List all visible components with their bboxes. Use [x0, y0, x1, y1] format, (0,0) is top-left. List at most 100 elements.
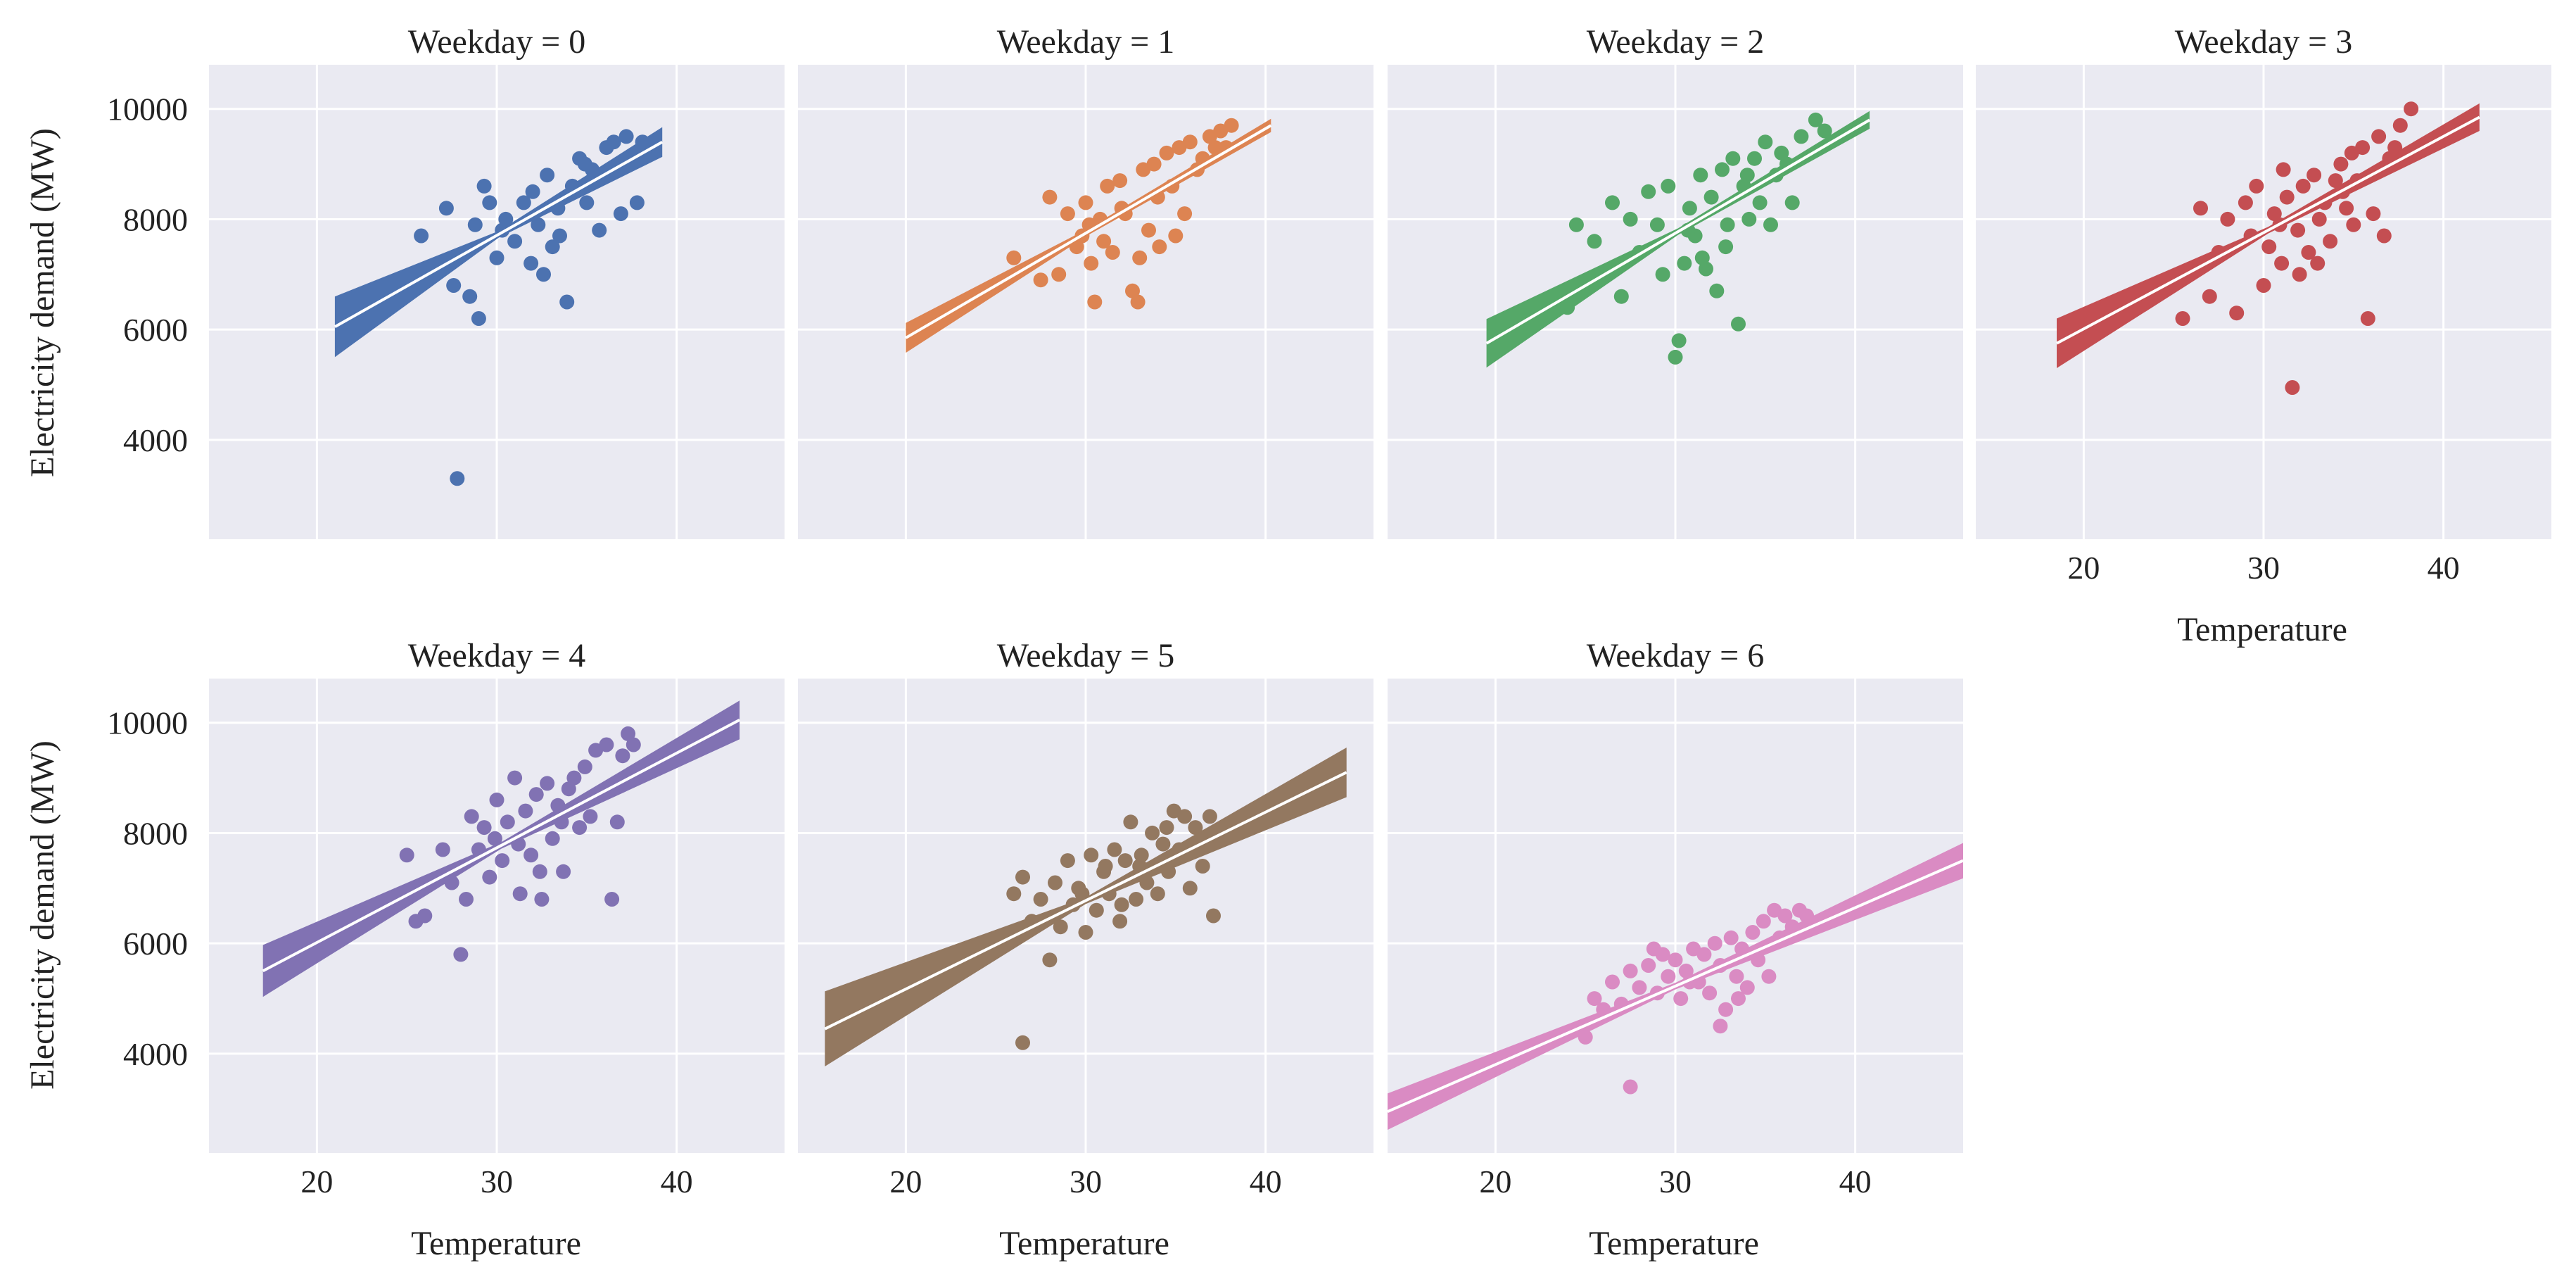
data-point — [489, 792, 505, 807]
data-point — [534, 892, 550, 907]
data-point — [2366, 206, 2381, 222]
data-point — [599, 737, 614, 752]
data-point — [583, 809, 598, 824]
data-point — [2220, 211, 2235, 227]
data-point — [1084, 848, 1099, 863]
data-point — [1560, 300, 1575, 315]
x-axis-label-panel-4: Temperature — [411, 1225, 581, 1262]
y-axis-label-row-1: Electricity demand (MW) — [24, 128, 61, 477]
y-tick-label: 6000 — [123, 312, 188, 348]
data-point — [1751, 952, 1766, 968]
data-point — [2274, 256, 2290, 271]
data-point — [536, 267, 551, 282]
data-point — [464, 809, 479, 824]
data-point — [606, 134, 621, 150]
data-point — [518, 803, 533, 819]
data-point — [1096, 234, 1112, 249]
data-point — [2333, 156, 2349, 172]
data-point — [1745, 925, 1760, 940]
data-point — [1015, 869, 1030, 885]
data-point — [552, 228, 567, 244]
y-tick-label: 4000 — [123, 1036, 188, 1072]
data-point — [1089, 902, 1104, 918]
regression-line — [824, 771, 1347, 1031]
panel-4: Weekday = 4 20 30 40 4000 6000 8000 10000 — [107, 637, 785, 1199]
data-point — [1130, 294, 1146, 310]
data-point — [1739, 980, 1755, 995]
data-point — [1703, 189, 1719, 205]
data-point — [471, 842, 486, 857]
data-point — [1673, 991, 1689, 1007]
data-point — [1596, 1002, 1611, 1017]
data-point — [2193, 201, 2208, 216]
y-tick-label: 10000 — [107, 92, 188, 127]
data-point — [1182, 134, 1198, 150]
data-point — [1808, 112, 1823, 127]
data-point — [1715, 162, 1730, 177]
y-tick-label: 8000 — [123, 815, 188, 851]
data-point — [2292, 267, 2307, 282]
data-point — [2295, 178, 2311, 194]
data-point — [2238, 195, 2253, 210]
data-point — [1139, 875, 1155, 890]
data-point — [1774, 145, 1789, 160]
data-point — [554, 814, 569, 830]
data-point — [507, 770, 523, 786]
data-point — [1693, 168, 1708, 183]
x-tick-label: 40 — [2428, 550, 2460, 586]
data-point — [1763, 217, 1778, 232]
data-point — [2261, 239, 2277, 255]
data-point — [512, 886, 528, 902]
data-point — [545, 239, 560, 255]
data-point — [1641, 958, 1656, 973]
data-point — [1177, 206, 1193, 222]
data-point — [2279, 189, 2295, 205]
data-point — [2243, 228, 2259, 244]
data-point — [1779, 156, 1794, 172]
data-point — [1741, 211, 1757, 227]
data-point — [1725, 151, 1741, 166]
data-point — [1015, 1035, 1030, 1050]
data-point — [2266, 206, 2282, 222]
data-point — [550, 798, 566, 813]
data-point — [1649, 217, 1665, 232]
data-point — [1006, 886, 1022, 902]
data-point — [495, 853, 510, 869]
data-point — [459, 892, 474, 907]
data-point — [2323, 234, 2338, 249]
y-tick-label: 4000 — [123, 422, 188, 458]
panel-title: Weekday = 2 — [1587, 23, 1764, 61]
data-point — [1168, 228, 1184, 244]
data-point — [2339, 201, 2354, 216]
data-point — [2392, 118, 2408, 133]
data-point — [2307, 168, 2322, 183]
data-point — [417, 908, 433, 924]
data-point — [511, 836, 526, 852]
panel-title: Weekday = 3 — [2175, 23, 2352, 61]
data-point — [2256, 278, 2271, 293]
data-point — [467, 217, 483, 232]
data-point — [2301, 245, 2316, 260]
data-point — [1145, 825, 1160, 840]
data-point — [1723, 930, 1739, 945]
data-point — [1661, 969, 1676, 984]
data-point — [2346, 217, 2361, 232]
data-point — [1682, 201, 1697, 216]
data-point — [1161, 864, 1176, 879]
data-point — [1206, 908, 1221, 924]
data-point — [1731, 991, 1746, 1007]
data-point — [2175, 311, 2190, 326]
data-point — [592, 222, 607, 238]
data-point — [1084, 256, 1099, 271]
data-point — [1784, 919, 1800, 935]
data-point — [414, 228, 429, 244]
data-point — [1006, 250, 1022, 265]
panel-plot-area — [334, 127, 664, 486]
panel-6: Weekday = 6 20 30 40 — [1388, 637, 1963, 1199]
panel-0: Weekday = 0 4000 6000 8000 10000 — [107, 23, 785, 539]
data-point — [516, 195, 531, 210]
data-point — [1112, 914, 1128, 929]
data-point — [1668, 952, 1683, 968]
x-tick-label: 20 — [2067, 550, 2100, 586]
data-point — [1087, 294, 1103, 310]
